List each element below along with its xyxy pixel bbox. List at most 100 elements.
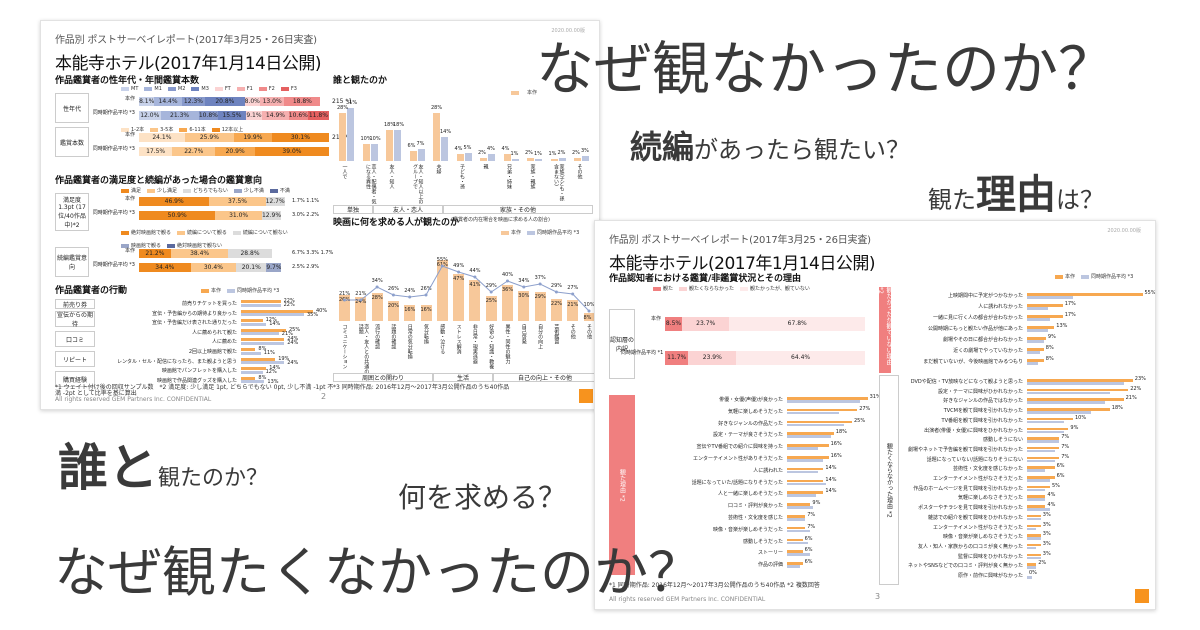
bar-segment: 12.7% xyxy=(265,197,285,206)
bar-avg xyxy=(1027,351,1040,354)
value-this: 4% xyxy=(501,146,510,153)
category-label: コミュニケーション xyxy=(341,324,348,369)
bar-avg xyxy=(787,506,813,509)
value-avg: 24% xyxy=(287,359,299,366)
reason-label: 好きなジャンルの作品ではなかった xyxy=(943,398,1023,405)
legend-swatch xyxy=(150,127,159,132)
section-satisfaction: 作品鑑賞者の満足度と続編があった場合の鑑賞意向 xyxy=(55,176,263,186)
legend-item: MT xyxy=(121,86,138,92)
value-avg: 7% xyxy=(416,141,425,148)
value-this: 16% xyxy=(830,441,842,448)
bar-this xyxy=(787,456,829,459)
value-this: 7% xyxy=(807,523,816,530)
bar-this xyxy=(241,309,313,313)
bar-this xyxy=(787,503,811,506)
legend-swatch xyxy=(233,188,242,193)
behavior-label: 宣伝・予告編からの期待より良かった xyxy=(152,310,237,317)
row-label: 本作 xyxy=(124,132,135,138)
demo-legend: MT M1 M2 M3 FT F1 F2 F3 xyxy=(121,86,297,92)
bar-avg xyxy=(1027,440,1060,443)
bar-avg xyxy=(787,529,811,533)
report-slide-page-2: 2020.00.00版 作品別 ポストサーベイレポート(2017年3月25・26… xyxy=(40,20,600,410)
bar-segment: 14.4% xyxy=(154,97,182,106)
bar-this xyxy=(1027,534,1041,537)
bar-this xyxy=(1027,304,1063,307)
legend-item: 3-5本 xyxy=(150,126,173,133)
legend-item: M2 xyxy=(167,86,185,92)
value-this: 18% xyxy=(384,122,396,129)
row-ends: 1.7% 1.1% xyxy=(292,198,319,204)
headline-what-want: 何を求める？ xyxy=(398,481,567,514)
legend-item: 映画館で観る xyxy=(121,242,161,249)
value-this: 14% xyxy=(825,464,837,471)
bar-avg xyxy=(1027,382,1124,385)
reason-label: 近くの劇場でやっていなかった xyxy=(953,348,1023,354)
bar-this xyxy=(1027,388,1129,392)
reason-label: 気軽に楽しめなさそうだった xyxy=(957,495,1023,502)
reason-label: 公開時期にもっと観たい作品が他にあった xyxy=(927,326,1023,332)
headline-reason: 観た理由は？ xyxy=(928,162,1104,220)
bar-this xyxy=(433,113,440,161)
who-category: 家族・その他 xyxy=(443,205,593,214)
reason-label: 出演者(俳優・女優)に興味をひかれなかった xyxy=(924,427,1023,434)
stacked-bar: 50.9% 31.0% 12.9% xyxy=(139,211,289,220)
reason-label: ネットやSNSなどでの口コミ・評判が良く無かった xyxy=(908,563,1023,570)
legend-item: 12本以上 xyxy=(211,126,244,133)
bar-avg xyxy=(787,541,808,545)
bar-avg xyxy=(787,400,860,403)
bar-avg xyxy=(511,159,519,161)
reason-label: 設定・テーマに興味がひかれなかった xyxy=(937,388,1023,395)
legend-swatch xyxy=(236,86,245,91)
value-this: 36% xyxy=(502,287,514,293)
box-no-want: 観たくならなかった理由 *2 xyxy=(879,375,899,585)
bar-this xyxy=(362,144,370,161)
behavior-group: 口コミ xyxy=(55,331,95,347)
bar-avg xyxy=(1027,566,1037,569)
reason-label: エンターテイメント性がありそうだった xyxy=(692,456,783,462)
bar-segment: 46.9% xyxy=(139,197,210,206)
section-demographics: 作品鑑賞者の性年代・年間鑑賞本数 xyxy=(55,76,200,86)
avg-point xyxy=(489,290,493,294)
who-category: 単独 xyxy=(333,205,373,214)
value-this: 13% xyxy=(1056,323,1068,329)
value-this: 17% xyxy=(1064,301,1076,307)
bar-this xyxy=(787,467,824,471)
count-legend: 1-2本 3-5本 6-11本 12本以上 xyxy=(121,126,243,133)
value-this: 21% xyxy=(567,302,579,308)
legend-swatch xyxy=(191,86,200,91)
bar-this xyxy=(787,526,806,530)
legend-label: F3 xyxy=(290,86,297,92)
legend-item: 本作 xyxy=(201,287,221,294)
category-label: 子ども・孫 xyxy=(459,164,465,189)
value-avg: 14% xyxy=(269,321,281,328)
legend-item: F2 xyxy=(258,86,275,92)
value-this: 22% xyxy=(283,298,295,304)
behavior-label: レンタル・セル・配信になったら、また観ようと思う xyxy=(116,358,237,365)
value-this: 2% xyxy=(572,149,580,156)
value-avg: 37% xyxy=(534,275,546,281)
reason-label: まだ観ていないが、今後映画館でみるつもり xyxy=(923,359,1023,365)
legend-label: 少し不満 xyxy=(243,188,264,194)
bar-avg xyxy=(488,154,495,161)
legend-label: 12本以上 xyxy=(221,127,244,133)
want-category: 自己の向上・その他 xyxy=(493,373,597,382)
legend-item: 観たくならなかった xyxy=(679,285,734,292)
bar-avg xyxy=(1027,449,1055,453)
reason-label: 一緒に見に行く人の都合が合わなかった xyxy=(932,315,1023,321)
slide-header: 作品別 ポストサーベイレポート(2017年3月25・26日実査) xyxy=(609,235,871,246)
legend-item: 1-2本 xyxy=(121,126,144,133)
reason-label: 俳優・女優(声優)が良かった xyxy=(719,397,783,403)
bar-this xyxy=(787,538,803,542)
bar-segment: 20.1% xyxy=(236,263,267,272)
reason-label: 人に誘われなかった xyxy=(978,304,1023,310)
bar-avg xyxy=(241,380,265,384)
value-this: 28% xyxy=(337,105,349,112)
bar-segment: 25.9% xyxy=(184,133,234,142)
value-this: 6% xyxy=(804,547,813,554)
bar-avg xyxy=(787,470,819,474)
category-label: 兄弟・姉妹 xyxy=(506,164,512,189)
reason-label: ポスターやチラシを見て興味を引かれなかった xyxy=(918,505,1023,512)
bar-avg xyxy=(582,155,589,161)
stacked-bar: 8.1% 14.4% 12.3% 20.8% 8.0% 13.0% 18.8% xyxy=(139,97,329,106)
bar-this xyxy=(241,338,285,342)
